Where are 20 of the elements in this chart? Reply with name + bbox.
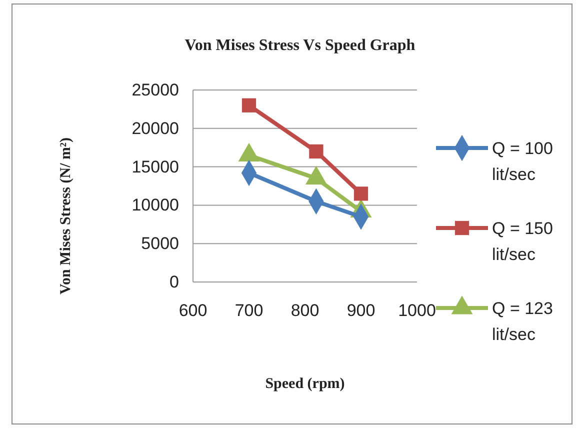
- x-tick-label: 600: [178, 301, 208, 320]
- legend-label: Q = 100 lit/sec: [492, 139, 553, 184]
- x-tick-label: 1000: [398, 301, 436, 320]
- legend-label: Q = 123 lit/sec: [492, 299, 553, 344]
- x-tick-label: 700: [234, 301, 264, 320]
- chart-title: Von Mises Stress Vs Speed Graph: [184, 37, 416, 54]
- point: [242, 98, 256, 112]
- point: [309, 144, 324, 159]
- y-tick-label: 15000: [132, 157, 179, 176]
- y-axis-title: Von Mises Stress (N/ m²): [58, 138, 74, 294]
- y-tick-label: 0: [170, 272, 179, 292]
- x-tick-label: 900: [346, 301, 376, 320]
- point: [354, 186, 368, 201]
- x-axis-title: Speed (rpm): [265, 376, 345, 392]
- legend-label: Q = 150 lit/sec: [492, 219, 553, 264]
- x-tick-label: 800: [290, 301, 320, 320]
- y-tick-label: 10000: [132, 196, 179, 215]
- y-tick-label: 5000: [141, 234, 179, 254]
- y-tick-label: 25000: [132, 80, 179, 100]
- y-tick-label: 20000: [132, 118, 179, 138]
